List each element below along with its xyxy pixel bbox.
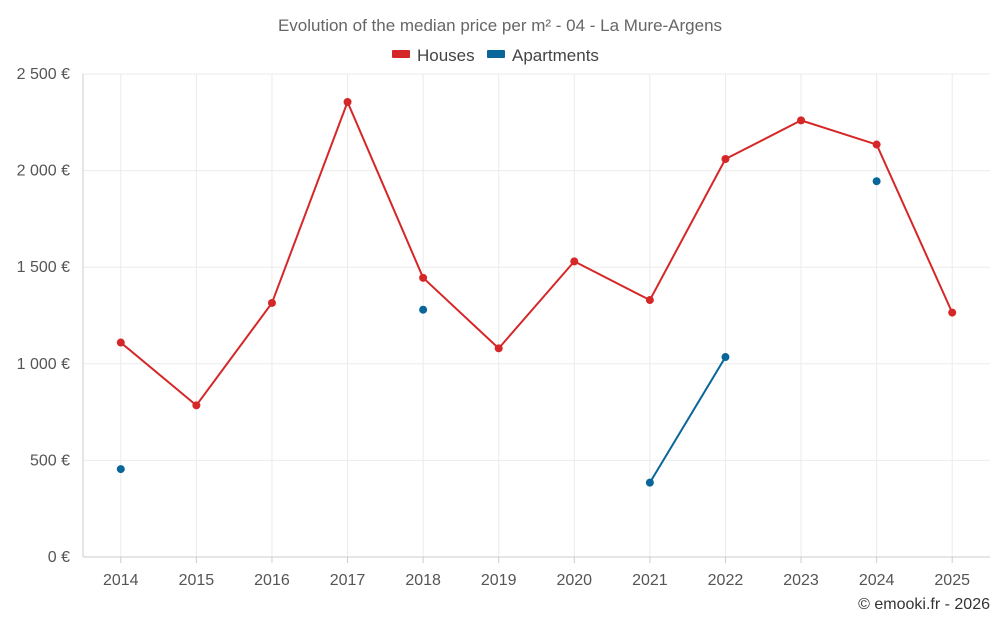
x-tick-label: 2019 (481, 572, 517, 589)
x-axis: 2014 2015 2016 2017 2018 2019 2020 2021 2022 2023… (83, 556, 990, 589)
x-tick-label: 2022 (708, 572, 744, 589)
data-point-apartments-2024[interactable] (872, 177, 881, 186)
y-tick-label: 1 500 € (17, 259, 70, 276)
data-point-houses-2014[interactable] (116, 338, 125, 347)
data-point-apartments-2014[interactable] (116, 465, 125, 474)
data-point-houses-2020[interactable] (570, 257, 579, 266)
y-tick-label: 0 € (48, 549, 70, 566)
x-tick-label: 2016 (254, 572, 290, 589)
data-point-apartments-2022[interactable] (721, 353, 730, 362)
x-tick-label: 2015 (179, 572, 215, 589)
legend[interactable]: Houses Apartments (392, 46, 599, 65)
series-line-apartments (649, 356, 727, 484)
y-tick-label: 1 000 € (17, 356, 70, 373)
data-point-apartments-2018[interactable] (419, 305, 428, 314)
data-point-houses-2019[interactable] (494, 344, 503, 353)
data-point-houses-2022[interactable] (721, 155, 730, 164)
data-point-houses-2017[interactable] (343, 98, 352, 107)
y-tick-label: 500 € (30, 452, 70, 469)
x-tick-label: 2024 (859, 572, 895, 589)
data-point-houses-2023[interactable] (797, 116, 806, 125)
legend-label-houses[interactable]: Houses (417, 46, 475, 65)
series-houses (116, 98, 957, 410)
series-apartments (116, 177, 881, 487)
data-point-houses-2025[interactable] (948, 308, 957, 317)
data-point-apartments-2021[interactable] (645, 478, 654, 487)
series-layer (116, 98, 957, 487)
legend-label-apartments[interactable]: Apartments (512, 46, 599, 65)
x-tick-label: 2023 (783, 572, 819, 589)
grid (83, 73, 990, 557)
x-tick-label: 2014 (103, 572, 139, 589)
x-tick-label: 2021 (632, 572, 668, 589)
x-tick-label: 2017 (330, 572, 366, 589)
credit-text: © emooki.fr - 2026 (858, 596, 990, 613)
x-tick-label: 2018 (405, 572, 441, 589)
data-point-houses-2018[interactable] (419, 273, 428, 282)
legend-swatch-apartments (487, 50, 505, 58)
series-line-houses (120, 101, 954, 407)
data-point-houses-2015[interactable] (192, 401, 201, 410)
x-tick-label: 2025 (934, 572, 970, 589)
y-tick-label: 2 500 € (17, 66, 70, 83)
data-point-houses-2016[interactable] (267, 298, 276, 307)
legend-swatch-houses (392, 50, 410, 58)
y-tick-label: 2 000 € (17, 163, 70, 180)
chart-title: Evolution of the median price per m² - 0… (278, 16, 722, 35)
data-point-houses-2021[interactable] (645, 296, 654, 305)
data-point-houses-2024[interactable] (872, 140, 881, 149)
x-tick-label: 2020 (556, 572, 592, 589)
y-axis: 0 € 500 € 1 000 € 1 500 € 2 000 € 2 500 € (17, 66, 84, 566)
